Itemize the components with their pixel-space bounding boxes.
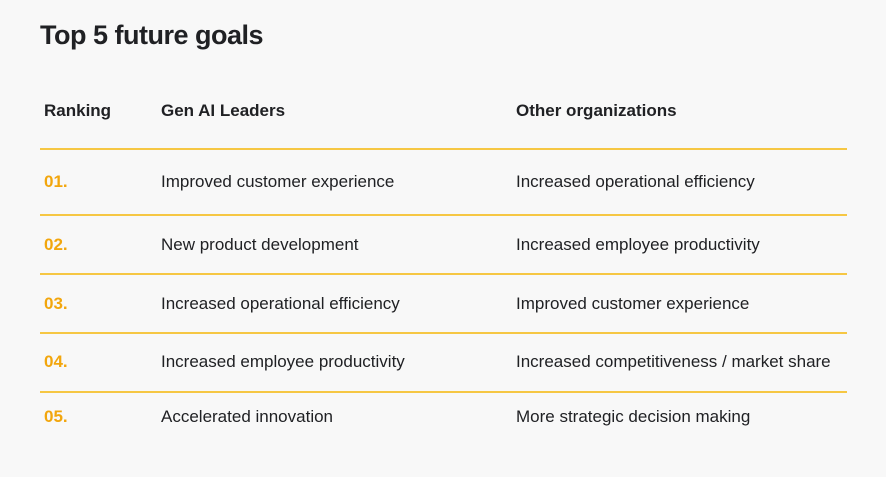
- rank-cell: 01.: [44, 172, 68, 191]
- goal-cell: More strategic decision making: [516, 407, 751, 426]
- header-cell: Gen AI Leaders: [161, 101, 286, 120]
- goal-cell: Improved customer experience: [516, 294, 750, 313]
- header-cell: Other organizations: [516, 101, 677, 120]
- goal-cell: Increased competitiveness / market share: [516, 352, 831, 371]
- goal-cell: Accelerated innovation: [161, 407, 334, 426]
- title: Top 5 future goals: [40, 20, 264, 50]
- goal-cell: New product development: [161, 235, 359, 254]
- goal-cell: Increased employee productivity: [516, 235, 760, 254]
- row-divider: [40, 148, 847, 150]
- row-divider: [40, 214, 847, 216]
- row-divider: [40, 332, 847, 334]
- row-divider: [40, 391, 847, 393]
- goal-cell: Increased employee productivity: [161, 352, 405, 371]
- goal-cell: Improved customer experience: [161, 172, 395, 191]
- goal-cell: Increased operational efficiency: [161, 294, 400, 313]
- header-cell: Ranking: [44, 101, 112, 120]
- row-divider: [40, 273, 847, 275]
- rank-cell: 03.: [44, 294, 68, 313]
- goal-cell: Increased operational efficiency: [516, 172, 755, 191]
- rank-cell: 04.: [44, 352, 68, 371]
- rank-cell: 02.: [44, 235, 68, 254]
- rank-cell: 05.: [44, 407, 68, 426]
